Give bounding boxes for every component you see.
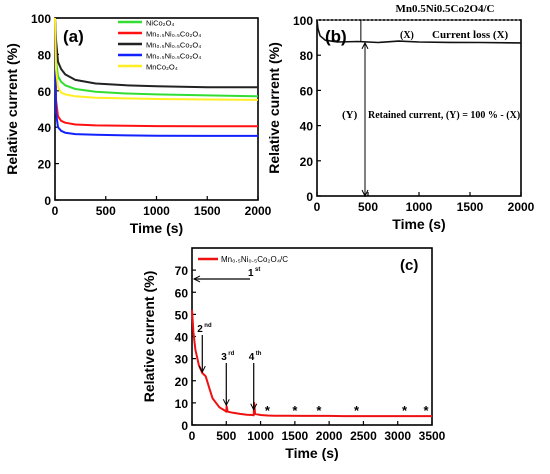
panel-c-refresh-label: 2 <box>197 324 203 335</box>
panel-c-ytick-label: 40 <box>175 331 189 345</box>
panel-c-star-marker: * <box>292 403 298 418</box>
panel-a-ytick-label: 0 <box>44 194 51 208</box>
panel-c-xtick-label: 500 <box>216 429 236 443</box>
panel-c-xtick-label: 2000 <box>316 429 343 443</box>
panel-b-arrowhead-up <box>361 41 369 50</box>
panel-b-retained-label: (Y) <box>342 109 358 121</box>
panel-b-axes-frame <box>316 19 522 197</box>
panel-c-ytick-label: 50 <box>175 308 189 322</box>
panel-b-label: (b) <box>325 27 347 46</box>
panel-a-legend-label: Mn₀.₅Ni₀.₅Co₂O₄ <box>146 41 201 50</box>
panel-b-title: Mn0.5Ni0.5Co2O4/C <box>396 3 495 15</box>
panel-c-chart: 0 500 1000 1500 2000 2500 3000 3500 0 10 20 30 40 50 6… <box>141 247 446 461</box>
panel-c-refresh-arrowhead <box>198 365 206 374</box>
panel-a-legend-label: MnCo₂O₄ <box>146 63 178 72</box>
panel-a-ytick-label: 20 <box>38 158 52 172</box>
panel-b-series-line-0 <box>316 19 522 44</box>
panel-b-ytick-label: 0 <box>306 190 313 204</box>
panel-c-refresh-label: 1 <box>248 268 254 279</box>
panel-a-legend-label: Mn₀.₅Ni₀.₅Co₂O₄ <box>146 30 201 39</box>
panel-c-xtick-label: 1000 <box>247 429 274 443</box>
panel-c-ytick-label: 60 <box>175 286 189 300</box>
panel-c-refresh-label-sup: rd <box>228 351 234 357</box>
panel-c-star-marker: * <box>402 403 408 418</box>
panel-c-ylabel: Relative current (%) <box>141 271 157 402</box>
panel-a-series-line-0 <box>54 17 259 98</box>
panel-b-xtick-label: 0 <box>314 200 321 214</box>
panel-b-loss-text: Current loss (X) <box>432 29 509 41</box>
panel-c-legend-label: Mn₀.₅Ni₀.₅Co₂O₄/C <box>221 255 288 264</box>
panel-a-xlabel: Time (s) <box>130 220 183 236</box>
panel-b-xtick-label: 2000 <box>508 200 535 214</box>
panel-b-loss-label: (X) <box>400 30 414 41</box>
panel-a-ytick-label: 60 <box>38 85 52 99</box>
panel-c-refresh-arrowhead <box>250 403 258 411</box>
panel-b-chart: 0 500 1000 1500 2000 0 20 40 60 80 100 Time (s) Rela… <box>266 3 535 232</box>
panel-a-series-line-4 <box>54 17 259 101</box>
panel-a-xtick-label: 1000 <box>143 204 170 218</box>
panel-a-ylabel: Relative current (%) <box>4 43 20 174</box>
panel-a-xtick-label: 0 <box>52 204 59 218</box>
panel-c-refresh-arrowhead <box>192 275 201 283</box>
panel-a-legend-label: Mn₀.₅Ni₀.₅Co₂O₄ <box>146 52 201 61</box>
panel-c-xtick-label: 3500 <box>419 429 446 443</box>
panel-a-xtick-label: 2000 <box>245 204 272 218</box>
panel-b-ytick-label: 100 <box>293 14 313 28</box>
panel-c-refresh-arrowhead <box>222 399 230 407</box>
panel-a-series-line-3 <box>54 17 258 137</box>
panel-c-refresh-label-sup: th <box>256 351 262 357</box>
panel-c-ytick-label: 10 <box>175 397 189 411</box>
panel-a-chart: 0 500 1000 1500 2000 0 20 40 60 80 100 Time (s) Rela… <box>4 12 272 236</box>
panel-c-refresh-label: 4 <box>249 352 255 363</box>
panel-b-ylabel: Relative current (%) <box>266 42 282 173</box>
panel-b-xtick-label: 1500 <box>457 200 484 214</box>
panel-c-ytick-label: 70 <box>175 264 189 278</box>
panel-c-label: (c) <box>400 257 418 274</box>
panel-c-axes-frame <box>191 247 433 426</box>
panel-a-label: (a) <box>63 27 84 46</box>
panel-c-star-marker: * <box>265 403 271 418</box>
panel-c-refresh-label: 3 <box>221 352 227 363</box>
panel-c-xtick-label: 0 <box>189 429 196 443</box>
panel-a-series-line-2 <box>54 17 258 89</box>
panel-a-ytick-label: 40 <box>38 121 52 135</box>
panel-c-ytick-label: 20 <box>175 375 189 389</box>
panel-c-series-line-0 <box>191 309 432 418</box>
panel-b-retained-text: Retained current, (Y) = 100 % - (X) <box>368 110 520 121</box>
panel-b-arrowhead-down <box>361 189 369 198</box>
panel-b-ytick-label: 80 <box>300 49 314 63</box>
panel-b-xtick-label: 1000 <box>406 200 433 214</box>
panel-a-ytick-label: 80 <box>38 48 52 62</box>
panel-c-ytick-label: 30 <box>175 353 189 367</box>
panel-b-ytick-label: 20 <box>300 155 314 169</box>
panel-c-ytick-label: 0 <box>181 419 188 433</box>
panel-a-series-line-1 <box>54 17 258 128</box>
panel-c-xtick-label: 1500 <box>282 429 309 443</box>
panel-c-refresh-label-sup: nd <box>204 323 212 329</box>
panel-c-xtick-label: 3000 <box>384 429 411 443</box>
panel-b-ytick-label: 60 <box>300 84 314 98</box>
panel-c-xtick-label: 2500 <box>350 429 377 443</box>
panel-a-ytick-label: 100 <box>31 12 51 26</box>
panel-a-xtick-label: 500 <box>96 204 116 218</box>
panel-b-xlabel: Time (s) <box>392 216 445 232</box>
panel-c-star-marker: * <box>354 403 360 418</box>
panel-c-xlabel: Time (s) <box>285 445 338 461</box>
panel-c-star-marker: * <box>316 403 322 418</box>
panel-c-refresh-label-sup: st <box>255 267 260 273</box>
panel-b-ytick-label: 40 <box>300 120 314 134</box>
panel-a-xtick-label: 1500 <box>194 204 221 218</box>
panel-a-legend-label: NiCo₂O₄ <box>146 19 174 28</box>
panel-c-star-marker: * <box>423 403 429 418</box>
panel-b-xtick-label: 500 <box>358 200 378 214</box>
